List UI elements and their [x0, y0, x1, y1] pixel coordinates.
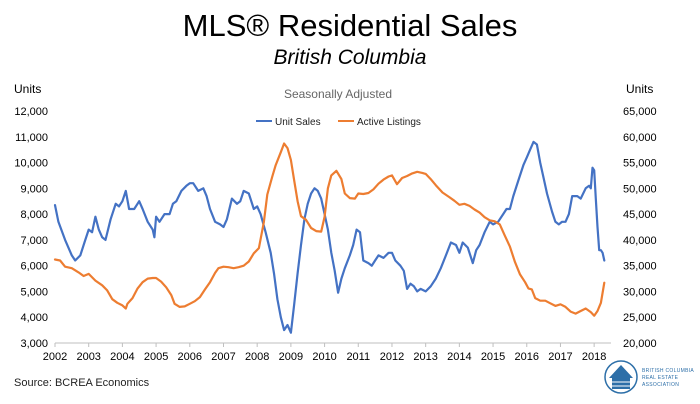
x-tick-label: 2002 [43, 351, 67, 363]
logo-text-line-2: REAL ESTATE [642, 375, 679, 381]
series-line-active-listings [53, 142, 606, 317]
series-line-unit-sales [53, 140, 606, 334]
left-tick-label: 10,000 [14, 158, 48, 170]
left-axis-label: Units [14, 82, 41, 96]
right-axis-ticks: 20,000 25,000 30,000 35,000 40,000 45,000 50,0… [623, 106, 657, 350]
right-tick-label: 35,000 [623, 261, 657, 273]
legend-label-unit-sales: Unit Sales [275, 117, 321, 128]
left-axis-ticks: 3,000 4,000 5,000 6,000 7,000 8,000 9,000 10,00… [14, 106, 48, 350]
left-tick-label: 7,000 [20, 235, 48, 247]
right-tick-label: 60,000 [623, 132, 657, 144]
left-tick-label: 4,000 [20, 312, 48, 324]
bcrea-logo-icon [604, 360, 638, 394]
right-tick-label: 45,000 [623, 209, 657, 221]
left-tick-label: 8,000 [20, 209, 48, 221]
x-tick-label: 2012 [380, 351, 404, 363]
chart-subtitle: British Columbia [273, 46, 427, 69]
right-axis-label: Units [626, 82, 653, 96]
x-axis-ticks: 2002 2003 2004 2005 2006 2007 2008 2009 2010 2011… [43, 343, 606, 363]
logo-text-line-1: BRITISH COLUMBIA [642, 368, 695, 374]
x-tick-label: 2017 [548, 351, 572, 363]
x-tick-label: 2005 [144, 351, 168, 363]
right-tick-label: 40,000 [623, 235, 657, 247]
left-tick-label: 9,000 [20, 183, 48, 195]
left-tick-label: 3,000 [20, 338, 48, 350]
right-tick-label: 65,000 [623, 106, 657, 118]
x-tick-label: 2009 [279, 351, 303, 363]
x-tick-label: 2006 [178, 351, 202, 363]
x-tick-label: 2003 [76, 351, 100, 363]
right-tick-label: 30,000 [623, 286, 657, 298]
source-note: Source: BCREA Economics [14, 377, 150, 389]
chart-annotation: Seasonally Adjusted [284, 87, 392, 101]
right-tick-label: 55,000 [623, 158, 657, 170]
logo-text-line-3: ASSOCIATION [642, 382, 680, 388]
x-tick-label: 2004 [110, 351, 134, 363]
x-tick-label: 2008 [245, 351, 269, 363]
right-tick-label: 50,000 [623, 183, 657, 195]
x-tick-label: 2011 [346, 351, 370, 363]
left-tick-label: 11,000 [15, 132, 48, 144]
left-tick-label: 5,000 [20, 286, 48, 298]
legend-label-active-listings: Active Listings [357, 117, 421, 128]
x-tick-label: 2013 [413, 351, 437, 363]
chart-legend: Unit Sales Active Listings [256, 117, 421, 128]
chart-title: MLS® Residential Sales [182, 8, 518, 43]
x-tick-label: 2014 [447, 351, 471, 363]
x-tick-label: 2007 [211, 351, 235, 363]
left-tick-label: 6,000 [20, 261, 48, 273]
x-tick-label: 2016 [515, 351, 539, 363]
series-layer [53, 140, 606, 334]
x-tick-label: 2018 [582, 351, 606, 363]
left-tick-label: 12,000 [14, 106, 48, 118]
right-tick-label: 25,000 [623, 312, 657, 324]
x-tick-label: 2015 [481, 351, 505, 363]
x-tick-label: 2010 [312, 351, 336, 363]
right-tick-label: 20,000 [623, 338, 657, 350]
